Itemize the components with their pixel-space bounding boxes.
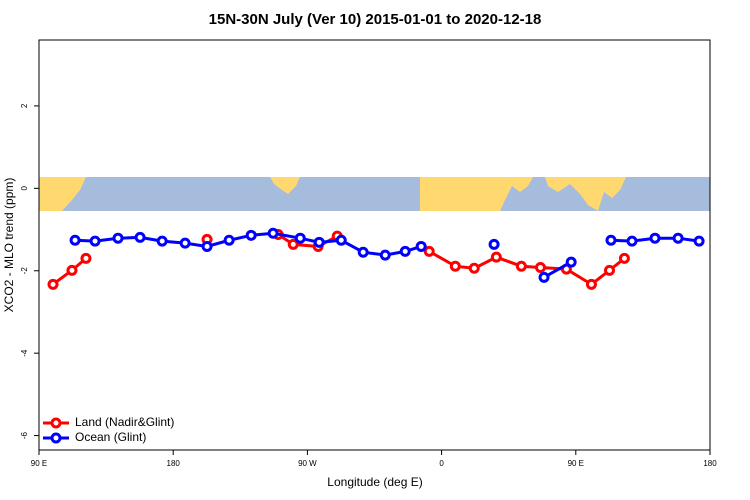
point <box>156 235 168 247</box>
point <box>313 236 325 248</box>
plot-frame <box>38 39 711 451</box>
y-axis-label: XCO2 - MLO trend (ppm) <box>2 178 16 313</box>
point <box>534 261 546 273</box>
point <box>245 229 257 241</box>
point <box>449 260 461 272</box>
point <box>80 252 92 264</box>
point <box>134 231 146 243</box>
point <box>585 278 597 290</box>
point <box>618 252 630 264</box>
chart-title: 15N-30N July (Ver 10) 2015-01-01 to 2020… <box>209 11 542 28</box>
point <box>47 278 59 290</box>
point <box>693 235 705 247</box>
point <box>267 227 279 239</box>
point <box>538 271 550 283</box>
legend-marker <box>50 417 62 429</box>
point <box>626 235 638 247</box>
point <box>490 251 502 263</box>
y-tick-label: -2 <box>20 267 29 275</box>
x-tick-label: 90 E <box>568 459 584 468</box>
point <box>649 232 661 244</box>
point <box>415 240 427 252</box>
y-tick-label: -4 <box>20 349 29 357</box>
point <box>515 260 527 272</box>
x-tick-label: 180 <box>167 459 181 468</box>
point <box>672 232 684 244</box>
point <box>603 264 615 276</box>
point <box>399 245 411 257</box>
point <box>468 262 480 274</box>
point <box>69 234 81 246</box>
point <box>294 232 306 244</box>
point <box>223 234 235 246</box>
y-tick-label: -6 <box>20 431 29 439</box>
point <box>335 234 347 246</box>
point <box>89 235 101 247</box>
map-strip <box>39 177 710 211</box>
legend-label: Ocean (Glint) <box>75 430 146 444</box>
point <box>179 237 191 249</box>
point <box>201 240 213 252</box>
x-tick-label: 90 E <box>31 459 47 468</box>
x-tick-label: 90 W <box>298 459 317 468</box>
point <box>605 234 617 246</box>
point <box>423 245 435 257</box>
legend-marker <box>50 432 62 444</box>
point <box>488 238 500 250</box>
point <box>357 246 369 258</box>
x-tick-label: 180 <box>703 459 717 468</box>
y-tick-label: 0 <box>20 186 29 191</box>
x-tick-label: 0 <box>439 459 444 468</box>
point <box>66 264 78 276</box>
point <box>379 249 391 261</box>
point <box>287 238 299 250</box>
point <box>565 256 577 268</box>
y-tick-label: 2 <box>20 103 29 108</box>
point <box>112 232 124 244</box>
x-axis-label: Longitude (deg E) <box>327 475 422 489</box>
legend-label: Land (Nadir&Glint) <box>75 415 174 429</box>
